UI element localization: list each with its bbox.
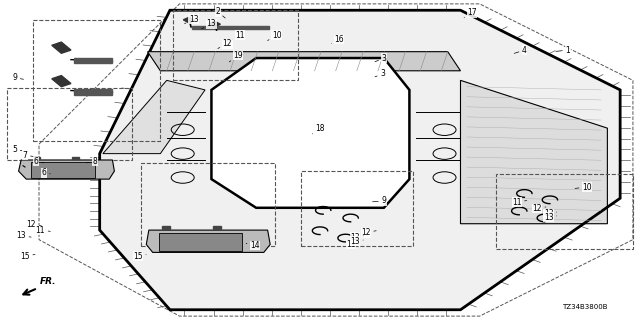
Polygon shape [162, 226, 170, 229]
Polygon shape [192, 26, 269, 29]
Bar [31, 162, 95, 178]
Text: 6: 6 [33, 157, 44, 166]
Text: 15: 15 [133, 252, 146, 261]
Text: 12: 12 [532, 204, 546, 213]
Text: 12: 12 [218, 39, 232, 49]
Text: 14: 14 [246, 241, 260, 250]
Text: 13: 13 [350, 233, 364, 242]
Text: 7: 7 [22, 151, 33, 160]
Bar [301, 171, 413, 246]
Bar [33, 20, 161, 141]
Text: 13: 13 [202, 19, 216, 29]
Text: 16: 16 [332, 35, 344, 44]
Text: 10: 10 [575, 183, 592, 192]
Polygon shape [211, 58, 410, 208]
Polygon shape [19, 160, 115, 179]
Text: 4: 4 [514, 45, 527, 55]
Polygon shape [72, 157, 79, 159]
Polygon shape [147, 230, 270, 252]
Polygon shape [148, 52, 461, 71]
Text: 15: 15 [20, 252, 35, 261]
Polygon shape [52, 42, 71, 53]
Text: TZ34B3800B: TZ34B3800B [563, 304, 608, 310]
Text: 13: 13 [544, 209, 557, 218]
Polygon shape [461, 80, 607, 224]
Text: 18: 18 [312, 124, 324, 134]
Bar [7, 88, 132, 160]
Bar [173, 10, 298, 80]
Polygon shape [52, 76, 71, 87]
Text: 13: 13 [184, 15, 198, 24]
Text: 1: 1 [556, 45, 570, 55]
Text: 11: 11 [346, 240, 359, 249]
Text: 12: 12 [361, 228, 376, 237]
Text: 3: 3 [375, 53, 387, 62]
Text: 11: 11 [36, 226, 51, 235]
Text: 12: 12 [27, 220, 42, 229]
Text: 19: 19 [229, 51, 243, 62]
Text: 3: 3 [375, 69, 385, 78]
Polygon shape [74, 58, 113, 63]
Text: 11: 11 [230, 31, 245, 41]
Text: 9: 9 [372, 196, 387, 205]
Text: 5: 5 [12, 145, 22, 154]
Text: FR.: FR. [40, 277, 57, 286]
Text: 2: 2 [216, 7, 225, 18]
Text: 8: 8 [86, 157, 97, 166]
Polygon shape [209, 21, 220, 27]
Text: 11: 11 [512, 197, 527, 206]
Bar [159, 233, 242, 251]
Polygon shape [74, 89, 113, 95]
Text: 6: 6 [42, 168, 51, 177]
Text: 13: 13 [16, 231, 31, 240]
Text: 17: 17 [464, 8, 477, 18]
Text: 13: 13 [544, 213, 557, 222]
Text: 9: 9 [12, 73, 24, 82]
Polygon shape [103, 80, 205, 154]
Polygon shape [100, 10, 620, 310]
Text: 10: 10 [268, 31, 282, 41]
Polygon shape [212, 226, 221, 229]
Bar [495, 174, 633, 249]
Bar [141, 163, 275, 246]
Polygon shape [34, 157, 40, 159]
Text: 13: 13 [350, 237, 364, 246]
Polygon shape [183, 17, 195, 23]
